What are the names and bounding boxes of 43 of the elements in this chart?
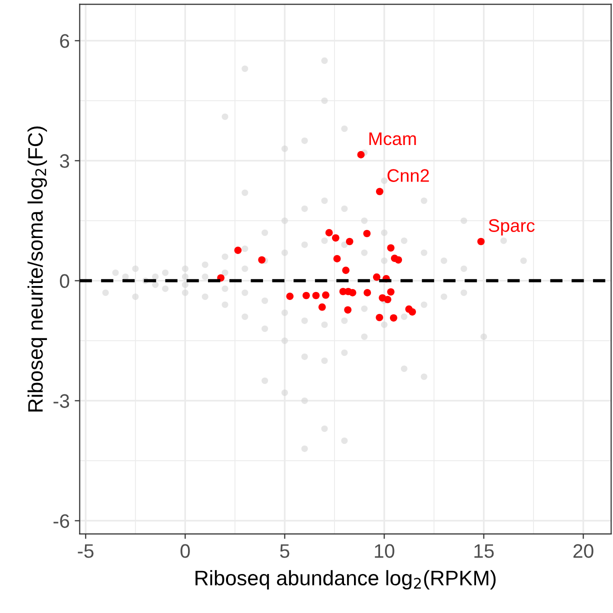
point bbox=[357, 151, 365, 158]
x-tick-label: 20 bbox=[573, 544, 594, 558]
x-axis-title: Riboseq abundance log$_{2}$(RPKM) bbox=[196, 570, 496, 590]
point bbox=[302, 292, 310, 300]
y-tick-label: 3 bbox=[60, 154, 70, 168]
annotation: Cnn2 bbox=[388, 169, 429, 182]
point bbox=[390, 314, 398, 322]
y-axis-title: Riboseq neurite/soma log$_{2}$(FC) bbox=[28, 126, 47, 412]
point bbox=[325, 229, 333, 236]
point bbox=[344, 306, 352, 314]
annotation: Sparc bbox=[488, 219, 535, 236]
point bbox=[332, 234, 340, 242]
x-tick-label: -5 bbox=[78, 544, 94, 558]
point bbox=[373, 273, 380, 281]
point bbox=[477, 238, 485, 246]
point bbox=[387, 244, 394, 252]
x-tick-label: 15 bbox=[474, 544, 494, 558]
y-tick-label: -3 bbox=[54, 394, 70, 408]
point bbox=[364, 289, 371, 296]
point bbox=[318, 303, 326, 311]
point bbox=[394, 256, 402, 264]
point bbox=[387, 288, 394, 296]
point bbox=[322, 291, 330, 299]
point bbox=[234, 246, 242, 254]
point bbox=[346, 238, 354, 246]
point bbox=[376, 188, 384, 196]
point bbox=[408, 308, 416, 316]
point bbox=[312, 292, 320, 300]
point bbox=[342, 266, 350, 274]
x-tick-label: 0 bbox=[180, 544, 190, 558]
x-tick-label: 10 bbox=[374, 544, 394, 558]
annotation: Mcam bbox=[369, 132, 416, 146]
point bbox=[258, 256, 266, 264]
point bbox=[286, 292, 294, 300]
point bbox=[333, 255, 341, 262]
y-tick-label: 0 bbox=[60, 274, 70, 288]
point bbox=[363, 230, 371, 238]
y-tick-label: -6 bbox=[54, 514, 70, 528]
point bbox=[348, 289, 356, 296]
point bbox=[384, 296, 392, 304]
y-tick-label: 6 bbox=[60, 34, 70, 48]
x-tick-label: 5 bbox=[280, 544, 290, 558]
point bbox=[376, 314, 384, 322]
